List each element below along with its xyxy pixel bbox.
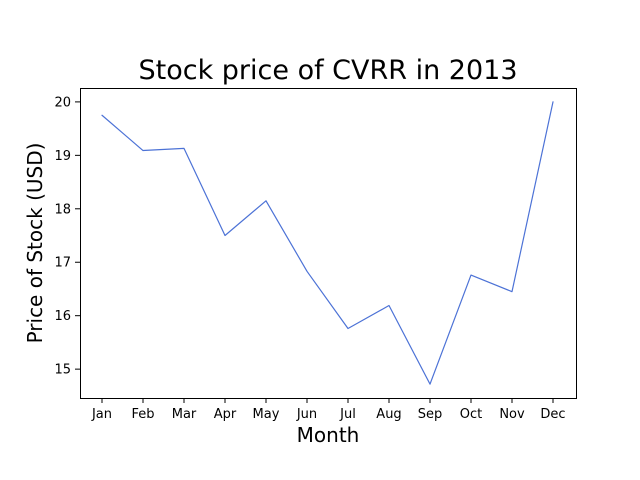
y-tick-label: 17 bbox=[54, 256, 71, 271]
y-tick-label: 20 bbox=[54, 95, 71, 110]
chart-title: Stock price of CVRR in 2013 bbox=[138, 55, 517, 86]
x-tick-label: Mar bbox=[172, 407, 197, 422]
x-tick-label: Dec bbox=[540, 407, 565, 422]
series-layer bbox=[101, 101, 554, 385]
x-tick-label: Aug bbox=[376, 407, 401, 422]
plot-frame bbox=[80, 88, 577, 399]
x-tick-label: Jul bbox=[339, 407, 356, 422]
x-axis-label: Month bbox=[297, 423, 360, 447]
y-tick-label: 15 bbox=[54, 363, 71, 378]
x-axis: Jan Feb Mar Apr May Jun Jul Aug Sep Oct Nov Dec bbox=[91, 398, 566, 422]
y-tick-label: 18 bbox=[54, 202, 71, 217]
x-tick-label: Oct bbox=[460, 407, 482, 422]
x-tick-label: Jun bbox=[296, 407, 317, 422]
y-tick-label: 16 bbox=[54, 309, 71, 324]
x-tick-label: Nov bbox=[499, 407, 525, 422]
price-series-line bbox=[101, 101, 554, 385]
y-tick-label: 19 bbox=[54, 149, 71, 164]
x-tick-label: Sep bbox=[418, 407, 443, 422]
x-tick-label: May bbox=[253, 407, 280, 422]
x-tick-label: Jan bbox=[91, 407, 112, 422]
y-axis: 15 16 17 18 19 20 bbox=[54, 95, 80, 378]
x-tick-label: Feb bbox=[131, 407, 154, 422]
y-axis-label: Price of Stock (USD) bbox=[23, 143, 47, 344]
x-tick-label: Apr bbox=[214, 407, 237, 422]
